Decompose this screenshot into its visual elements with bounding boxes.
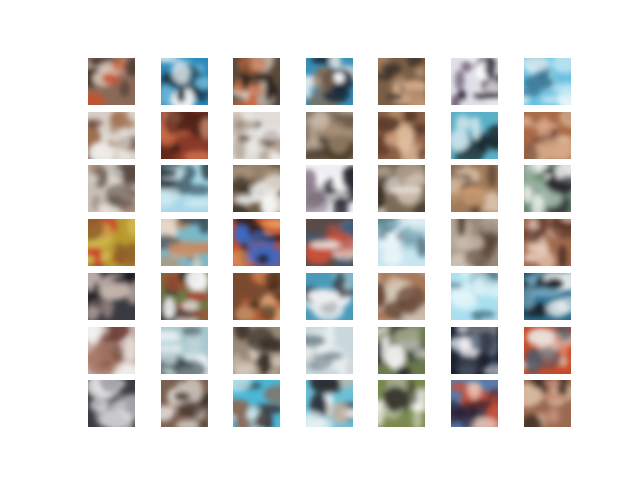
generated-image-tile [378,273,425,320]
generated-image-tile [161,327,208,374]
generated-image-tile [378,112,425,159]
generated-image-tile [524,219,571,266]
generated-image-tile [233,380,280,427]
generated-image-tile [233,112,280,159]
tile-image [451,112,498,159]
generated-image-tile [161,219,208,266]
tile-image [451,58,498,105]
generated-image-tile [233,273,280,320]
tile-image [451,219,498,266]
generated-image-tile [88,58,135,105]
generated-image-tile [88,327,135,374]
tile-image [233,58,280,105]
generated-image-tile [306,380,353,427]
tile-image [88,273,135,320]
tile-image [306,219,353,266]
generated-image-tile [378,58,425,105]
generated-image-tile [306,165,353,212]
generated-image-tile [451,112,498,159]
tile-image [378,112,425,159]
tile-image [378,165,425,212]
tile-image [378,273,425,320]
generated-image-tile [233,58,280,105]
tile-image [306,380,353,427]
tile-image [161,380,208,427]
tile-image [378,58,425,105]
tile-image [524,112,571,159]
generated-image-tile [88,273,135,320]
tile-image [378,219,425,266]
tile-image [233,380,280,427]
generated-image-tile [88,380,135,427]
generated-image-tile [451,219,498,266]
tile-image [161,327,208,374]
generated-image-tile [524,273,571,320]
generated-image-tile [88,219,135,266]
generated-image-tile [88,112,135,159]
tile-image [524,273,571,320]
tile-image [451,273,498,320]
generated-image-tile [161,112,208,159]
tile-image [378,380,425,427]
tile-image [88,380,135,427]
generated-image-tile [233,327,280,374]
tile-image [161,219,208,266]
generated-image-tile [524,58,571,105]
tile-image [161,165,208,212]
tile-image [524,165,571,212]
generated-image-tile [306,273,353,320]
generated-image-tile [161,273,208,320]
generated-image-tile [451,327,498,374]
tile-image [378,327,425,374]
generated-image-tile [306,219,353,266]
generated-image-tile [451,58,498,105]
tile-image [451,380,498,427]
tile-image [233,165,280,212]
tile-image [524,58,571,105]
tile-image [88,165,135,212]
generated-image-tile [378,327,425,374]
tile-image [524,327,571,374]
tile-image [161,58,208,105]
generated-image-tile [306,112,353,159]
tile-image [88,327,135,374]
generated-image-tile [161,380,208,427]
tile-image [161,273,208,320]
generated-image-tile [451,380,498,427]
generated-image-tile [524,165,571,212]
tile-image [233,327,280,374]
generated-image-tile [524,380,571,427]
tile-image [233,219,280,266]
tile-image [88,219,135,266]
tile-image [451,165,498,212]
generated-image-tile [161,58,208,105]
tile-image [451,327,498,374]
tile-image [306,165,353,212]
generated-image-tile [306,327,353,374]
generated-image-tile [524,112,571,159]
generated-image-tile [161,165,208,212]
tile-image [306,112,353,159]
generated-image-tile [378,380,425,427]
tile-image [306,273,353,320]
tile-image [88,112,135,159]
generated-image-tile [233,165,280,212]
generated-image-tile [524,327,571,374]
generated-image-tile [378,219,425,266]
tile-image [524,380,571,427]
tile-image [306,327,353,374]
tile-image [524,219,571,266]
generated-image-tile [378,165,425,212]
generated-image-tile [451,273,498,320]
generated-image-tile [233,219,280,266]
tile-image [233,112,280,159]
tile-image [88,58,135,105]
tile-image [233,273,280,320]
generated-image-tile [451,165,498,212]
generated-image-tile [306,58,353,105]
tile-image [161,112,208,159]
generated-image-tile [88,165,135,212]
tile-image [306,58,353,105]
